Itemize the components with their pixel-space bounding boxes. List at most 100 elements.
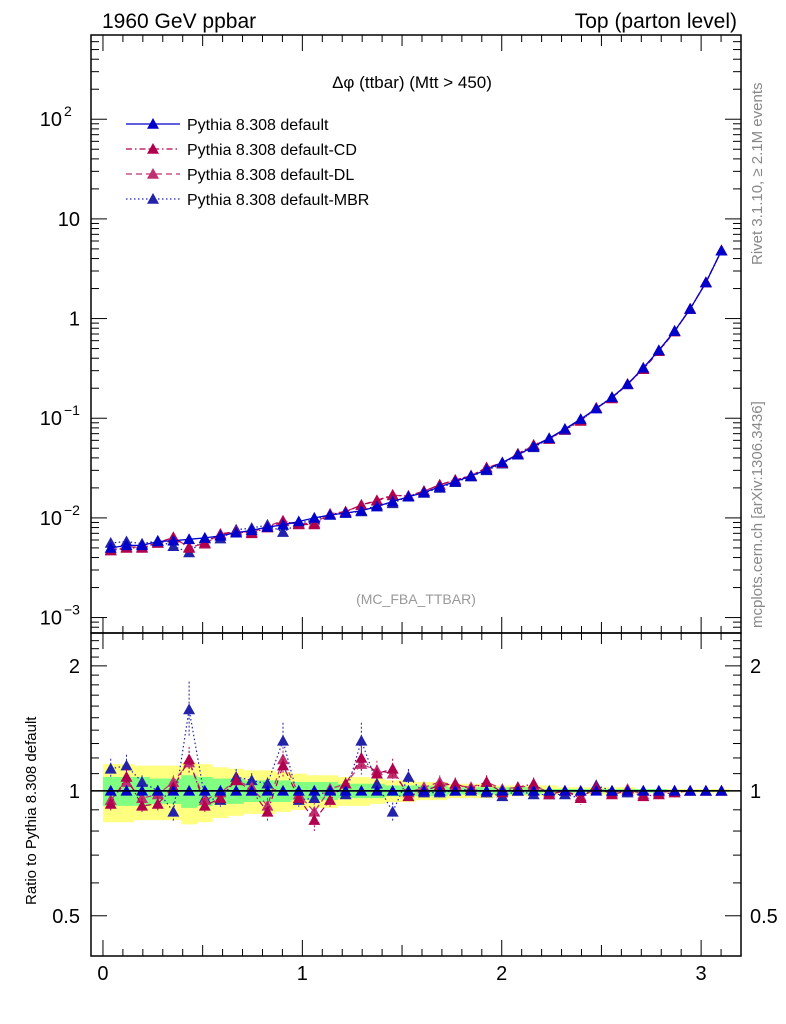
main-data-point (136, 539, 149, 551)
main-series-3 (104, 244, 728, 558)
main-data-point (198, 531, 211, 543)
main-data-point (308, 518, 321, 530)
ratio-data-point (386, 805, 399, 817)
ratio-data-point (637, 790, 650, 802)
ratio-data-point (308, 792, 321, 803)
main-data-point (449, 475, 462, 487)
main-series-2 (104, 244, 728, 555)
main-data-point (339, 506, 352, 518)
main-data-point (292, 515, 305, 527)
ratio-data-point (245, 774, 258, 786)
legend-marker (147, 143, 159, 154)
main-data-point (652, 344, 665, 356)
main-data-point (183, 541, 196, 553)
main-plot-title: Δφ (ttbar) (Mtt > 450) (332, 73, 492, 92)
main-series-group (104, 244, 728, 558)
main-data-point (104, 541, 117, 553)
legend-marker (147, 168, 159, 179)
main-data-point (355, 504, 368, 516)
x-tick-label: 0 (97, 963, 108, 985)
ratio-data-point (355, 758, 368, 769)
main-series-line (110, 250, 723, 552)
ratio-data-point (104, 797, 117, 809)
main-data-point (699, 276, 712, 288)
ratio-y-tick-label-right: 0.5 (750, 906, 778, 928)
main-data-point (308, 511, 321, 523)
ratio-data-point (339, 777, 352, 789)
main-data-point (527, 440, 540, 452)
main-data-point (386, 495, 399, 507)
main-data-point (496, 456, 509, 468)
main-series-line (110, 250, 723, 549)
main-series-line (110, 250, 723, 554)
main-y-tick-label: 10 (40, 608, 62, 630)
main-data-point (480, 463, 493, 475)
main-data-point (214, 529, 227, 541)
main-series-0 (104, 244, 728, 553)
ratio-data-point (386, 762, 399, 774)
ratio-y-axis-label: Ratio to Pythia 8.308 default (23, 716, 40, 905)
ratio-data-point (104, 762, 117, 774)
ratio-data-point (480, 776, 493, 787)
ratio-data-point (277, 759, 290, 771)
main-y-tick-label: 1 (69, 309, 80, 331)
main-y-tick-exponent: −1 (64, 402, 80, 418)
ratio-data-point (183, 753, 196, 765)
legend-marker (147, 193, 159, 204)
main-data-point (277, 518, 290, 530)
ratio-data-point (355, 734, 368, 746)
rivet-version-label: Rivet 3.1.10, ≥ 2.1M events (749, 83, 766, 266)
legend-label: Pythia 8.308 default-MBR (187, 192, 369, 209)
ratio-data-point (198, 799, 211, 811)
main-data-point (261, 521, 274, 532)
ratio-y-tick-label: 1 (69, 781, 80, 803)
main-data-point (621, 378, 634, 389)
main-data-point (574, 413, 587, 424)
ratio-data-point (183, 703, 196, 715)
main-data-point (590, 402, 603, 414)
ratio-data-point (230, 774, 243, 786)
main-data-point (386, 488, 399, 500)
legend-label: Pythia 8.308 default-DL (187, 167, 354, 184)
legend: Pythia 8.308 default Pythia 8.308 default… (126, 117, 369, 209)
main-data-point (684, 302, 697, 314)
ratio-y-tick-label-right: 2 (750, 656, 761, 678)
main-data-point (402, 490, 415, 502)
watermark-label: (MC_FBA_TTBAR) (356, 591, 476, 607)
main-data-point (715, 244, 728, 256)
header-left-label: 1960 GeV ppbar (102, 10, 256, 33)
ratio-data-point (370, 767, 383, 779)
main-data-point (167, 534, 180, 546)
ratio-data-point (136, 776, 149, 787)
main-data-point (183, 533, 196, 545)
main-y-tick-label: 10 (58, 209, 80, 231)
ratio-data-point (324, 794, 337, 805)
main-data-point (230, 526, 243, 538)
main-data-point (433, 480, 446, 492)
ratio-data-point (120, 759, 133, 771)
legend-marker (147, 118, 159, 129)
ratio-data-point (261, 777, 274, 789)
ratio-data-point (355, 751, 368, 763)
main-data-point (370, 494, 383, 506)
ratio-data-point (527, 777, 540, 789)
ratio-data-point (402, 770, 415, 782)
ratio-data-point (261, 805, 274, 817)
main-y-tick-exponent: −2 (64, 502, 80, 518)
main-data-point (637, 361, 650, 373)
main-series-line (110, 250, 723, 551)
main-data-point (543, 432, 556, 444)
ratio-data-point (277, 734, 290, 746)
ratio-series-line (110, 709, 722, 814)
main-data-point (511, 448, 524, 460)
ratio-data-point (402, 790, 415, 802)
main-y-tick-label: 10 (40, 508, 62, 530)
main-data-point (417, 486, 430, 498)
ratio-data-point (120, 770, 133, 782)
ratio-data-point (136, 799, 149, 811)
ratio-data-point (167, 805, 180, 817)
ratio-data-point (308, 814, 321, 825)
legend-label: Pythia 8.308 default (187, 117, 329, 134)
x-tick-label: 3 (696, 963, 707, 985)
